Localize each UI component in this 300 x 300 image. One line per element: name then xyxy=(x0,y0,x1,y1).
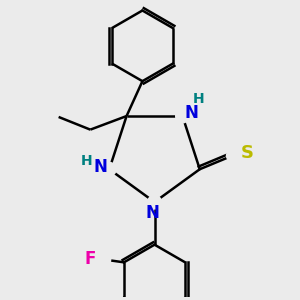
Circle shape xyxy=(176,109,189,123)
Text: H: H xyxy=(81,154,92,168)
Text: F: F xyxy=(85,250,96,268)
Circle shape xyxy=(103,162,116,176)
Circle shape xyxy=(226,150,238,161)
Text: N: N xyxy=(146,204,160,222)
Text: H: H xyxy=(193,92,205,106)
Circle shape xyxy=(148,195,161,209)
Text: S: S xyxy=(241,144,254,162)
Text: N: N xyxy=(94,158,107,176)
Text: N: N xyxy=(184,104,198,122)
